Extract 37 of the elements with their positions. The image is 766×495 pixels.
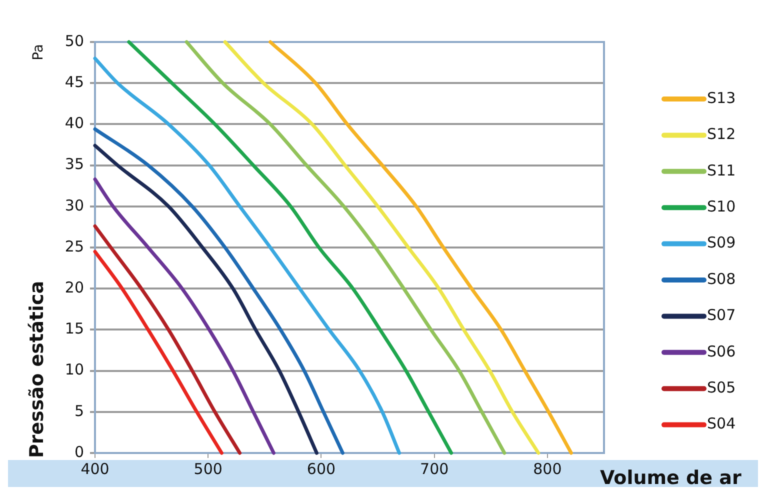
x-tick-label: 400: [80, 460, 110, 478]
x-tick-label: 700: [420, 460, 449, 478]
line-series: [93, 56, 402, 455]
y-tick-label: 45: [64, 72, 84, 91]
line-series: [184, 40, 506, 455]
y-tick-label: 10: [64, 360, 84, 379]
legend-label: S10: [707, 197, 736, 216]
x-axis-title: Volume de ar: [600, 466, 742, 489]
legend-label: S09: [707, 234, 736, 252]
line-series: [93, 250, 224, 455]
legend-label: S04: [707, 414, 736, 433]
legend-label: S12: [707, 125, 736, 144]
y-tick-label: 20: [64, 278, 84, 296]
y-tick-label: 5: [74, 402, 84, 420]
x-tick-label: 500: [194, 460, 222, 478]
y-tick-label: 25: [64, 237, 84, 256]
line-series: [93, 224, 242, 455]
y-axis-title: Pressão estática: [26, 280, 48, 458]
line-series: [268, 40, 573, 455]
x-tick-label: 600: [306, 460, 336, 478]
legend-label: S05: [707, 378, 736, 396]
legend-label: S06: [707, 342, 736, 360]
text: Pa: [30, 44, 47, 60]
y-tick-label: 0: [74, 442, 84, 461]
legend-label: S08: [707, 270, 736, 288]
legend-label: S11: [707, 161, 736, 180]
x-tick-label: 800: [533, 460, 562, 478]
y-tick-label: 35: [64, 155, 84, 174]
line-series: [223, 40, 540, 455]
legend-label: S13: [707, 88, 736, 107]
y-tick-label: 30: [64, 196, 84, 214]
y-tick-label: 15: [64, 320, 84, 338]
line-series: [93, 178, 276, 455]
line-series: [127, 40, 454, 455]
y-tick-label: 50: [64, 32, 84, 50]
y-tick-label: 40: [64, 114, 84, 132]
legend-label: S07: [707, 306, 736, 324]
